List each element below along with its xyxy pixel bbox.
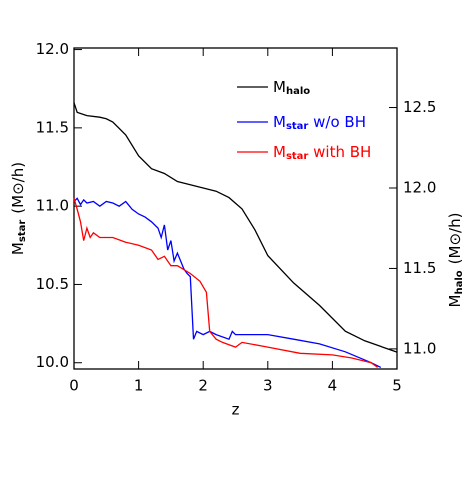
label-subscript: halo [454,270,465,294]
legend-suffix: with BH [308,143,371,161]
plot-frame [73,47,398,370]
legend-label: Mhalo [273,78,310,98]
x-tick-label: 5 [392,377,402,395]
legend-label: Mstar w/o BH [273,113,366,133]
y2-tick-label: 12.0 [403,178,436,196]
label-symbol: M [9,242,27,255]
legend-symbol: M [273,78,286,96]
label-subscript: star [17,220,28,242]
legend-subscript: halo [286,86,310,97]
y-tick-label: 10.0 [36,353,69,371]
data-line [73,197,382,368]
x-tick-label: 3 [263,377,273,395]
y2-tick-label: 11.0 [403,339,436,357]
y2-axis-label: Mhalo (M⊙/h) [446,213,466,308]
x-tick-label: 4 [328,377,338,395]
legend-subscript: star [286,121,308,132]
x-tick-label: 1 [134,377,144,395]
legend-suffix: w/o BH [308,113,366,131]
legend-symbol: M [273,143,286,161]
y-tick-label: 11.0 [36,197,69,215]
label-unit: (M⊙/h) [446,213,464,265]
y-tick-label: 11.5 [36,118,69,136]
y-tick-label: 10.5 [36,275,69,293]
x-tick-label: 2 [198,377,208,395]
x-tick-label: 0 [69,377,79,395]
label-unit: (M⊙/h) [9,162,27,214]
legend-symbol: M [273,113,286,131]
y-tick-label: 12.0 [36,40,69,58]
legend-subscript: star [286,151,308,162]
data-line [73,102,398,353]
y2-tick-label: 11.5 [403,259,436,277]
y2-tick-label: 12.5 [403,98,436,116]
y-axis-label: Mstar (M⊙/h) [9,162,29,255]
label-symbol: M [446,295,464,308]
legend-label: Mstar with BH [273,143,371,163]
data-line [73,198,378,368]
x-axis-label: z [232,401,240,419]
